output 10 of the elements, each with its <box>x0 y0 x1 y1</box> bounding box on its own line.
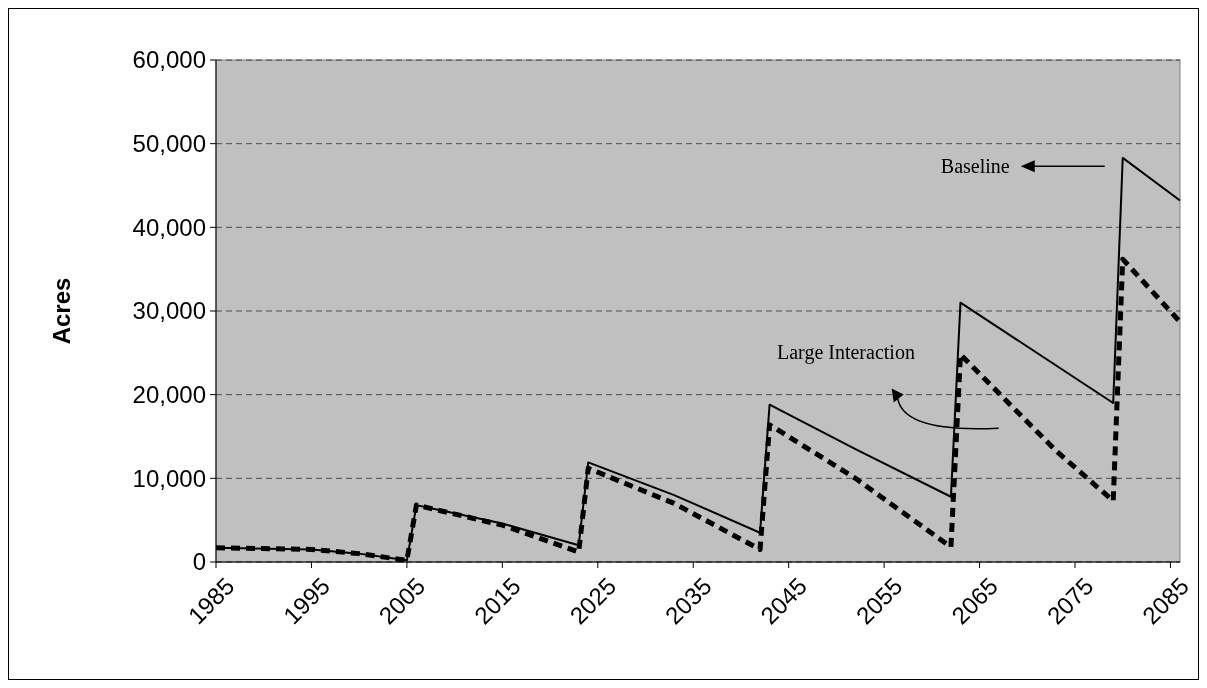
legend-label: Baseline <box>940 155 1010 178</box>
y-tick-label: 60,000 <box>132 46 206 74</box>
y-tick-label: 0 <box>192 548 206 576</box>
text: Large Interaction <box>777 340 915 364</box>
y-tick-label: 50,000 <box>132 130 206 158</box>
y-axis-title: Acres <box>48 277 75 345</box>
y-tick-label: 20,000 <box>132 381 206 409</box>
y-tick-label: 40,000 <box>132 213 206 241</box>
y-tick-label: 10,000 <box>132 464 206 492</box>
y-tick-label: 30,000 <box>132 297 206 325</box>
